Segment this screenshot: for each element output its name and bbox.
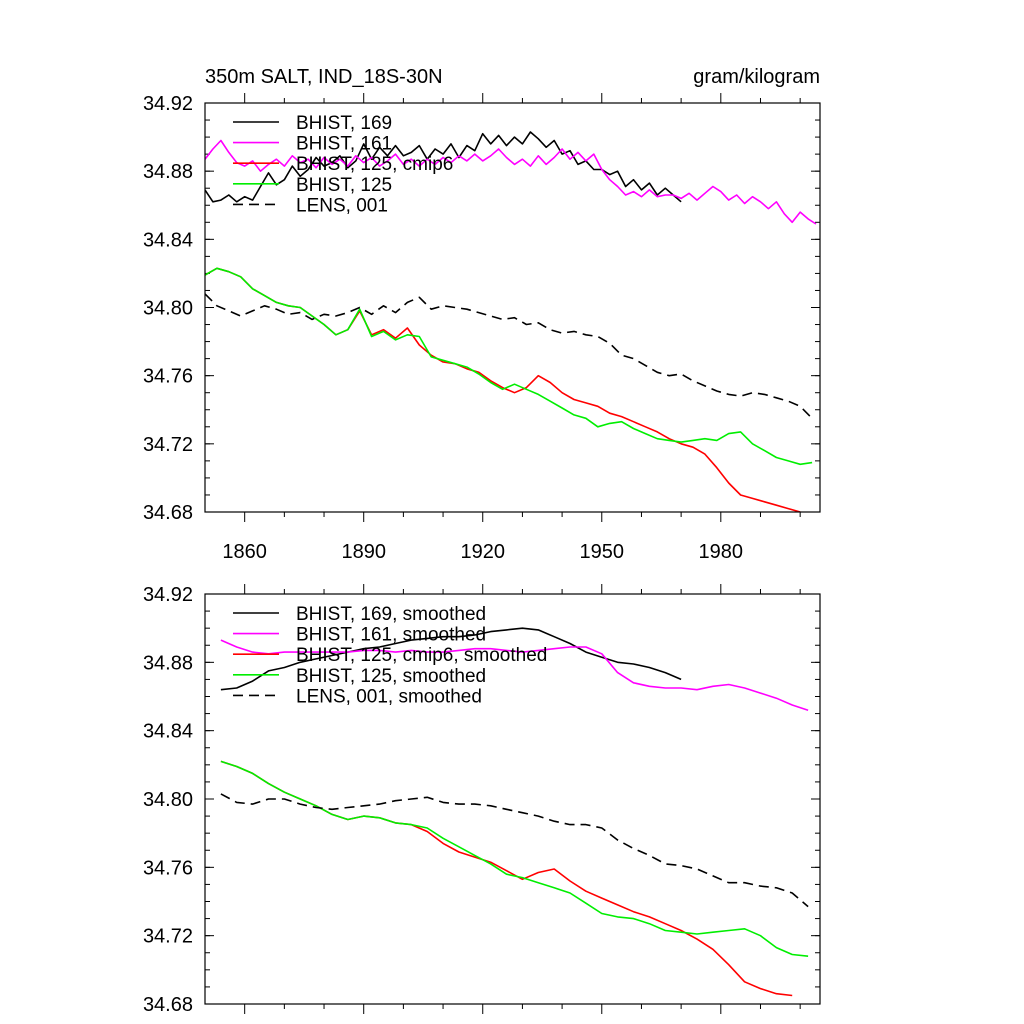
series-line-2 <box>205 267 801 512</box>
series-line-4 <box>220 793 809 908</box>
y-tick-label: 34.68 <box>143 502 193 524</box>
series-line-4 <box>205 293 813 419</box>
x-tick-label: 1890 <box>341 541 386 563</box>
series-line-1 <box>220 639 809 711</box>
top-panel: 350m SALT, IND_18S-30N gram/kilogram 34.… <box>143 66 821 563</box>
series-line-3 <box>220 760 809 957</box>
top-series-lines <box>205 131 817 512</box>
y-tick-label: 34.92 <box>143 93 193 115</box>
legend-label: LENS, 001, smoothed <box>296 686 482 707</box>
top-title-left: 350m SALT, IND_18S-30N <box>205 66 443 88</box>
y-tick-label: 34.72 <box>143 926 193 948</box>
legend-label: BHIST, 161 <box>296 134 392 155</box>
y-tick-label: 34.68 <box>143 994 193 1016</box>
y-tick-label: 34.76 <box>143 857 193 879</box>
legend-label: BHIST, 125, smoothed <box>296 666 486 687</box>
legend-label: BHIST, 125 <box>296 175 392 196</box>
y-tick-label: 34.88 <box>143 161 193 183</box>
y-tick-label: 34.92 <box>143 584 193 606</box>
legend-label: BHIST, 125, cmip6, smoothed <box>296 645 547 666</box>
x-tick-label: 1980 <box>699 541 744 563</box>
legend-label: LENS, 001 <box>296 195 388 216</box>
x-tick-label: 1920 <box>460 541 505 563</box>
y-tick-label: 34.88 <box>143 652 193 674</box>
legend-label: BHIST, 169 <box>296 113 392 134</box>
y-tick-label: 34.80 <box>143 789 193 811</box>
legend-label: BHIST, 161, smoothed <box>296 625 486 646</box>
series-line-2 <box>220 760 793 997</box>
bottom-series-lines <box>220 627 809 997</box>
y-tick-label: 34.72 <box>143 434 193 456</box>
y-tick-label: 34.84 <box>143 721 193 743</box>
x-tick-label: 1950 <box>580 541 625 563</box>
bottom-panel: 34.68 34.72 34.76 34.80 34.84 34.88 34.92 BHIS… <box>143 584 821 1016</box>
top-plot-frame <box>204 102 821 513</box>
legend-label: BHIST, 169, smoothed <box>296 604 486 625</box>
legend-label: BHIST, 125, cmip6 <box>296 154 453 175</box>
series-line-3 <box>205 267 813 466</box>
x-tick-label: 1860 <box>222 541 267 563</box>
y-tick-label: 34.80 <box>143 298 193 320</box>
bottom-plot-frame <box>204 593 821 1005</box>
top-title-right: gram/kilogram <box>693 66 820 88</box>
bottom-tick-marks: 34.68 34.72 34.76 34.80 34.84 34.88 34.92 <box>143 584 820 1016</box>
y-tick-label: 34.76 <box>143 366 193 388</box>
y-tick-label: 34.84 <box>143 229 193 251</box>
series-line-1 <box>205 139 817 225</box>
